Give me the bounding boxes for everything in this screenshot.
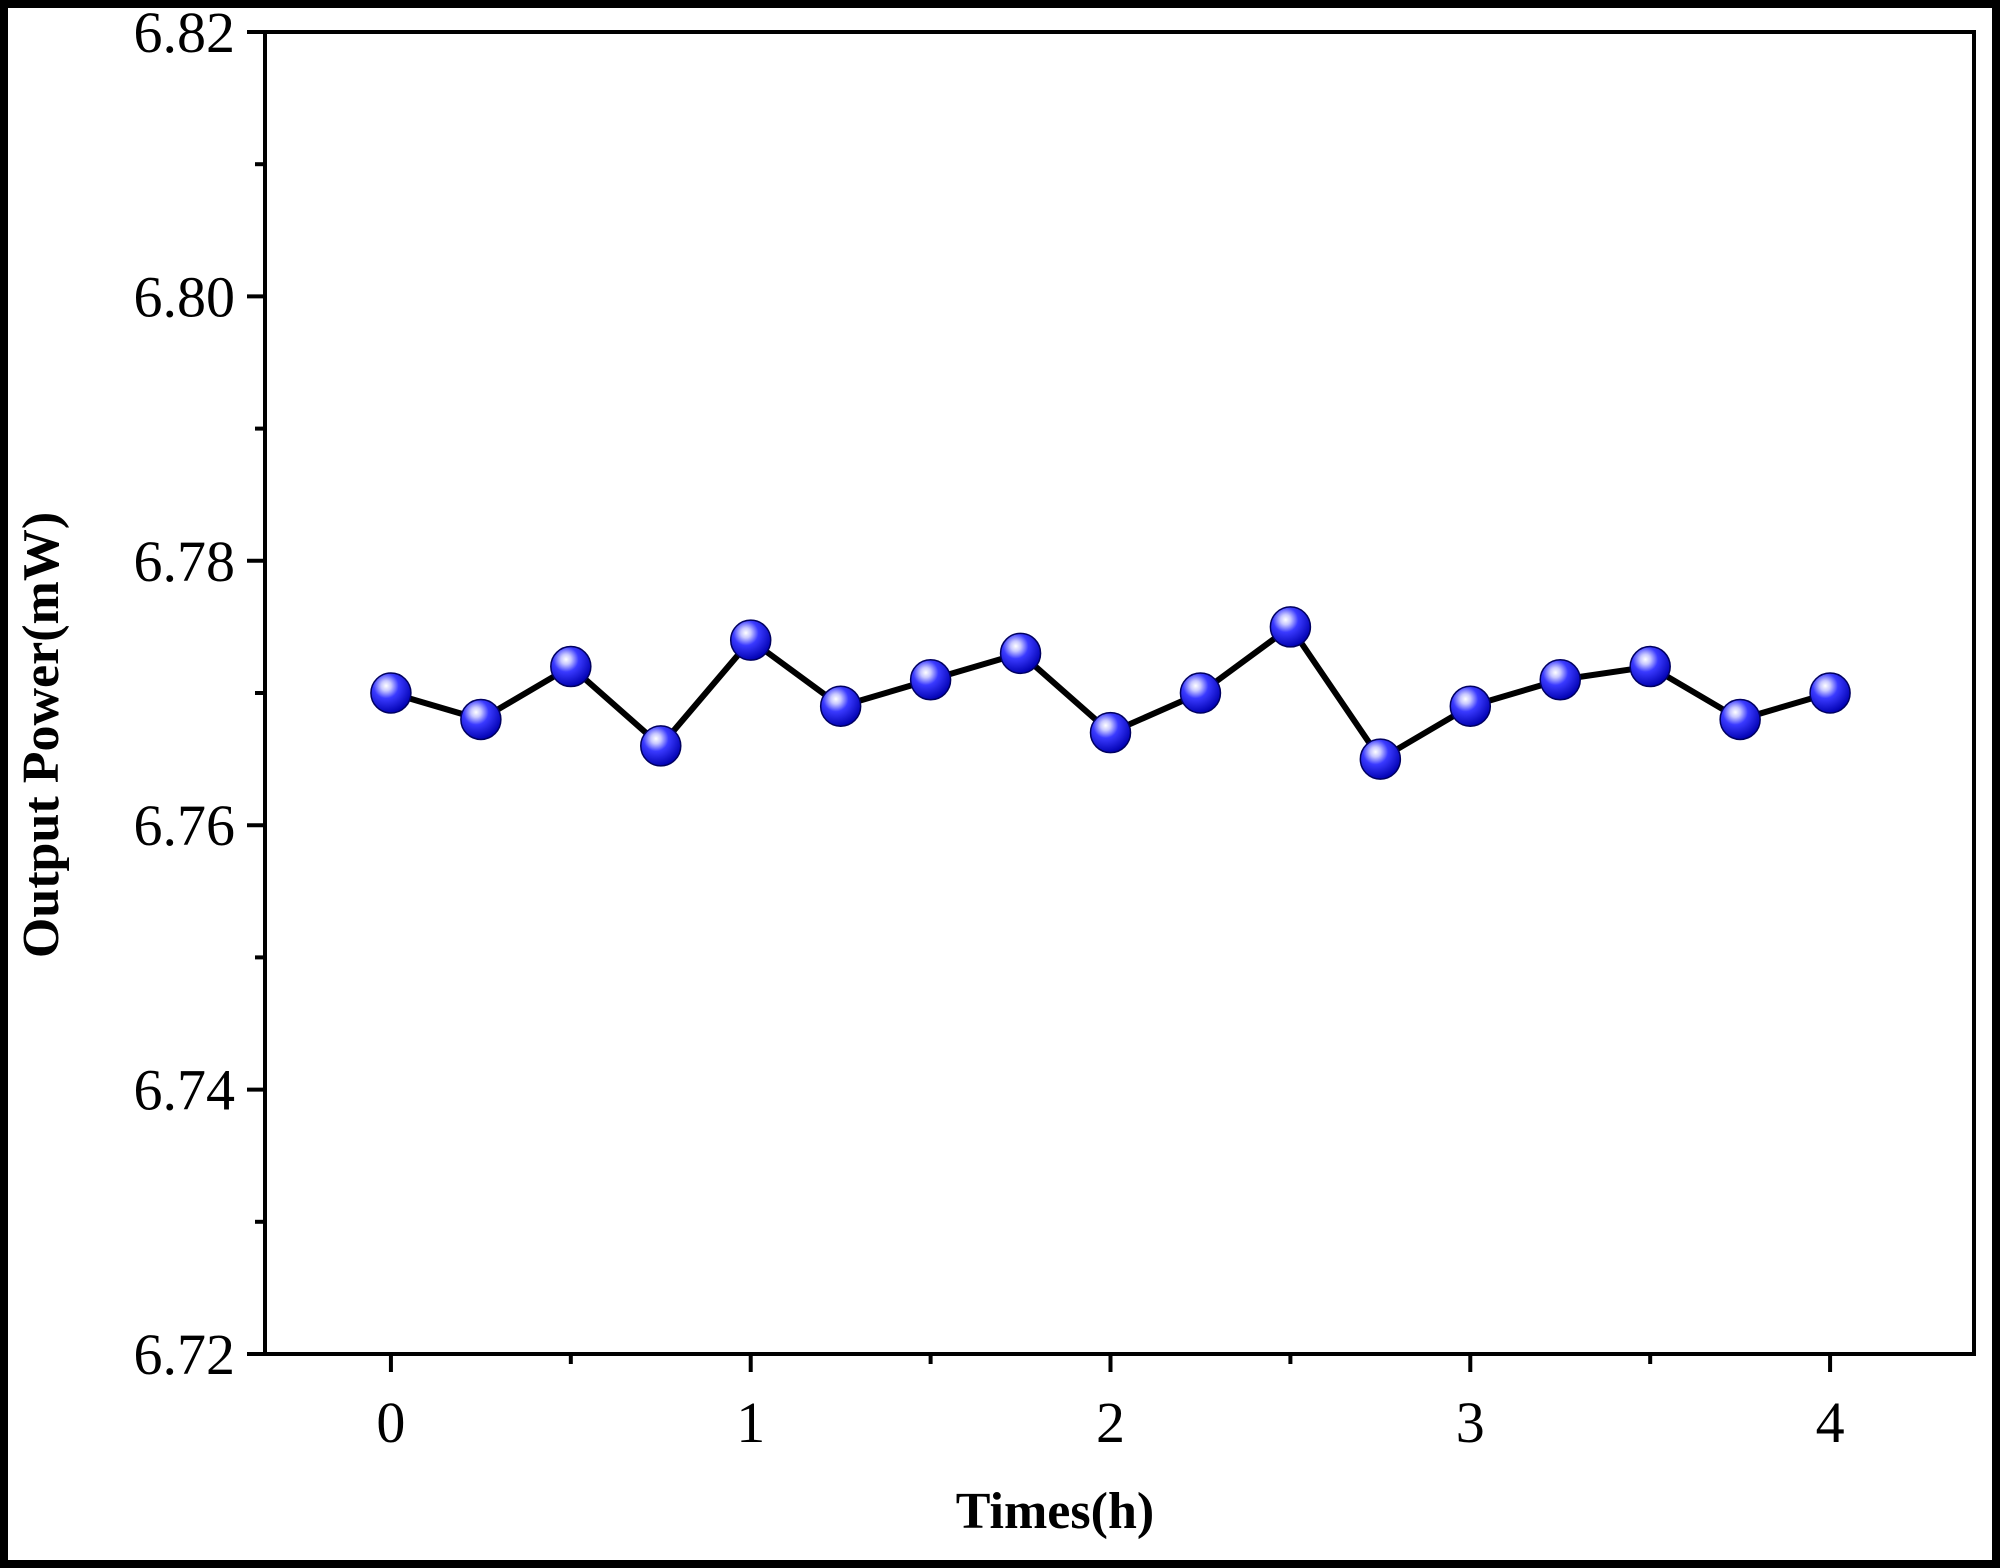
x-tick-label: 0 (376, 1390, 405, 1455)
data-point (1809, 672, 1851, 714)
data-point (729, 619, 772, 661)
data-point (1179, 672, 1222, 714)
data-point (460, 698, 502, 741)
y-axis-title: Output Power(mW) (13, 512, 70, 958)
chart-frame: 6.72 6.74 6.76 6.78 6.80 6.82 0 1 2 3 4 Times(h) O… (8, 8, 1992, 1560)
y-tick-label: 6.82 (134, 8, 236, 65)
y-tick-label: 6.78 (134, 529, 236, 594)
y-tick-label: 6.80 (134, 264, 236, 329)
y-tick-label: 6.76 (134, 793, 236, 858)
data-point (1629, 645, 1671, 688)
data-point (999, 632, 1042, 675)
data-point (1719, 698, 1761, 741)
x-axis-title: Times(h) (956, 1483, 1154, 1540)
data-point (1539, 659, 1581, 701)
line-chart: 6.72 6.74 6.76 6.78 6.80 6.82 0 1 2 3 4 Times(h) O… (13, 8, 1976, 1540)
data-point (550, 645, 592, 688)
data-point (370, 672, 412, 714)
y-tick-label: 6.74 (134, 1058, 236, 1123)
x-tick-label: 1 (736, 1390, 765, 1455)
data-point (640, 725, 682, 767)
data-point (819, 685, 862, 727)
x-tick-label: 3 (1456, 1390, 1485, 1455)
y-tick-label: 6.72 (134, 1322, 236, 1387)
data-point (1089, 711, 1132, 754)
x-tick-label: 4 (1816, 1390, 1845, 1455)
data-point (1449, 685, 1492, 727)
data-point (1269, 606, 1312, 648)
data-point (1359, 738, 1402, 780)
x-tick-label: 2 (1096, 1390, 1125, 1455)
data-point (909, 659, 952, 701)
